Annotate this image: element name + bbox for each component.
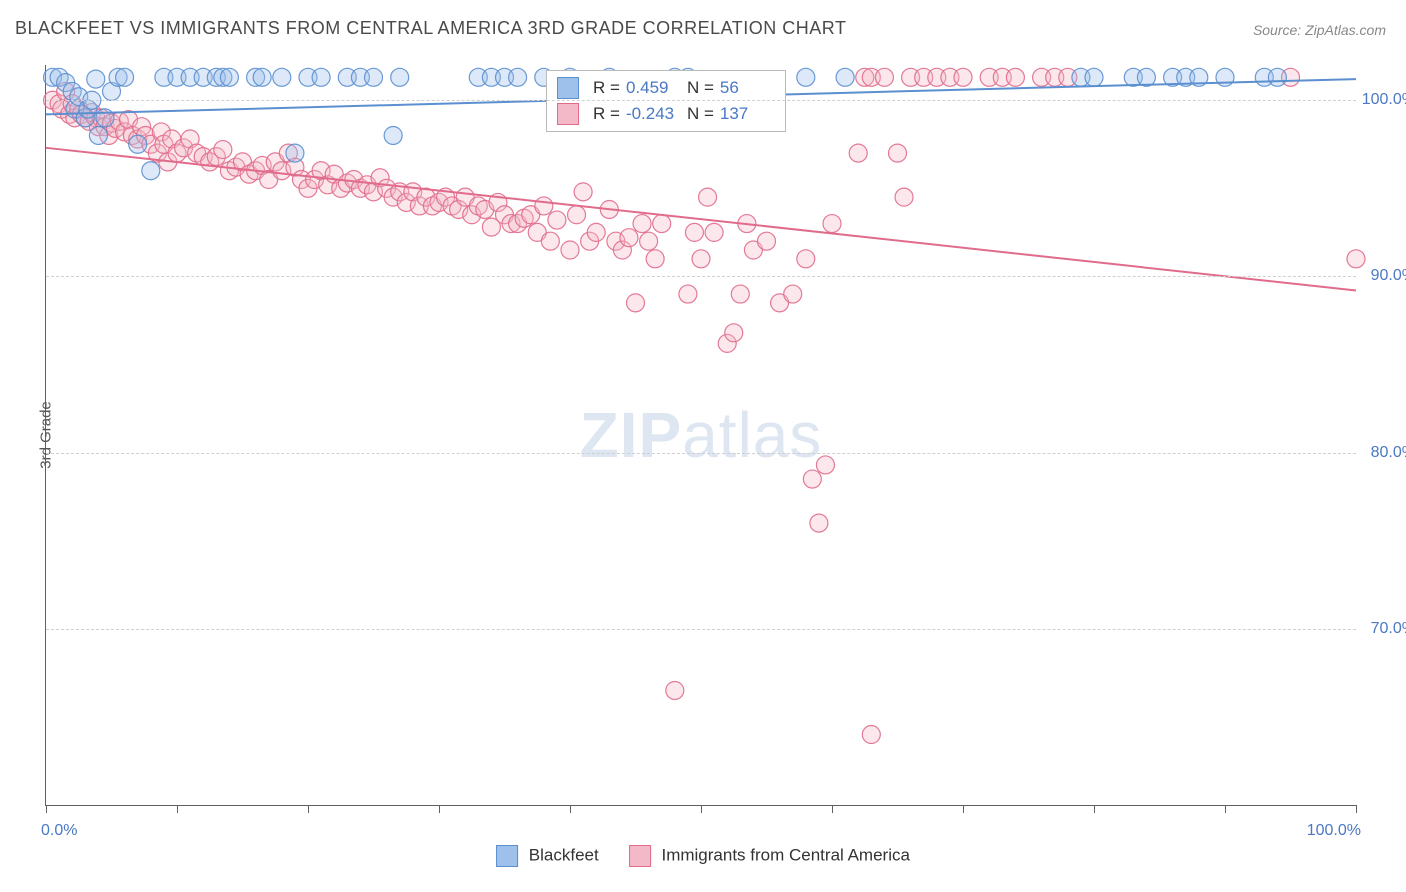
chart-title: BLACKFEET VS IMMIGRANTS FROM CENTRAL AME… [15,18,846,39]
legend-swatch-b [629,845,651,867]
bottom-legend: Blackfeet Immigrants from Central Americ… [496,845,910,867]
plot-area: 3rd Grade ZIPatlas 0.0% 100.0% R = 0.459… [45,65,1356,806]
n-label-a: N = [687,75,714,101]
stat-legend-row-a: R = 0.459 N = 56 [557,75,775,101]
legend-item-a: Blackfeet [496,845,599,867]
y-tick-label: 100.0% [1361,91,1406,109]
n-label-b: N = [687,101,714,127]
legend-item-b: Immigrants from Central America [629,845,910,867]
stat-legend-row-b: R = -0.243 N = 137 [557,101,775,127]
r-value-a: 0.459 [626,75,681,101]
n-value-b: 137 [720,101,775,127]
stat-swatch-a [557,77,579,99]
legend-label-b: Immigrants from Central America [661,845,909,864]
legend-label-a: Blackfeet [529,845,599,864]
r-value-b: -0.243 [626,101,681,127]
r-label-b: R = [593,101,620,127]
source-label: Source: ZipAtlas.com [1253,22,1386,38]
r-label-a: R = [593,75,620,101]
plot-svg [46,65,1356,805]
x-tick-left: 0.0% [41,822,77,840]
y-tick-label: 90.0% [1361,267,1406,285]
y-tick-label: 70.0% [1361,620,1406,638]
y-tick-label: 80.0% [1361,444,1406,462]
legend-swatch-a [496,845,518,867]
x-tick-right: 100.0% [1307,822,1361,840]
n-value-a: 56 [720,75,775,101]
stat-swatch-b [557,103,579,125]
